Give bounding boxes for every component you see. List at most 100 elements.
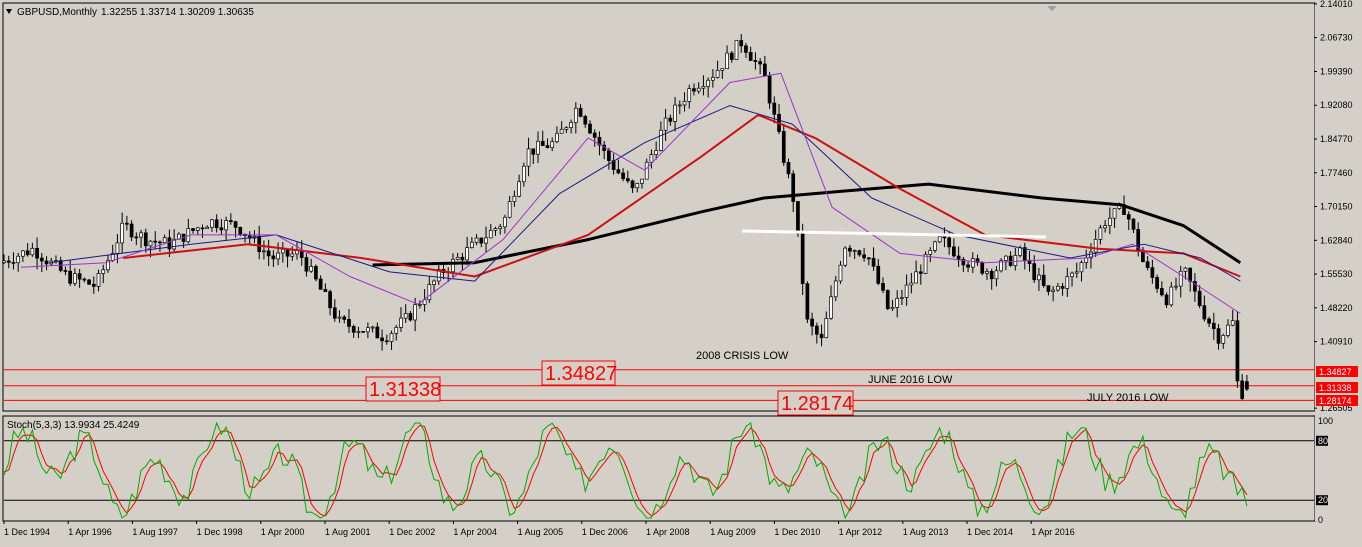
candle-body	[30, 247, 35, 256]
price-tag-1	[1316, 366, 1358, 377]
candle-body	[6, 260, 11, 263]
candle-body	[781, 131, 786, 163]
candle-body	[323, 288, 328, 292]
candle-body	[975, 258, 980, 263]
y-tick-label: 1.26505	[1320, 403, 1353, 413]
price-scale[interactable]	[1315, 3, 1359, 521]
candle-body	[512, 195, 517, 202]
candle-body	[1089, 251, 1093, 259]
candle-body	[621, 172, 625, 179]
scroll-marker-icon[interactable]	[1047, 6, 1057, 11]
candle-body	[332, 307, 337, 319]
candle-body	[337, 316, 342, 319]
candle-body	[148, 240, 153, 247]
candle-body	[720, 68, 725, 71]
stoch-y-tick: 100	[1318, 416, 1333, 426]
candle-body	[729, 52, 734, 60]
candle-body	[115, 242, 120, 254]
candle-body	[1245, 381, 1249, 390]
stoch-main-line	[3, 421, 1248, 520]
candle-body	[715, 70, 720, 78]
x-tick-label: 1 Apr 2004	[453, 527, 497, 537]
box-crisis-level	[541, 360, 616, 386]
candle-body	[1037, 274, 1041, 281]
candle-body	[1230, 320, 1235, 326]
candle-body	[408, 313, 413, 321]
x-tick-label: 1 Apr 2008	[646, 527, 690, 537]
candle-body	[271, 255, 276, 260]
candle-body	[692, 88, 696, 92]
candle-body	[687, 88, 692, 102]
main-panel	[2, 2, 1316, 412]
candle-body	[1145, 261, 1150, 268]
x-tick-label: 1 Dec 2002	[389, 527, 435, 537]
candle-body	[791, 173, 796, 202]
candle-body	[985, 271, 989, 274]
candle-body	[460, 256, 465, 261]
candle-body	[1141, 249, 1145, 263]
x-tick-label: 1 Dec 1998	[197, 527, 243, 537]
candle-body	[952, 246, 956, 257]
candle-body	[900, 297, 904, 299]
candle-body	[909, 282, 914, 286]
candle-body	[1056, 285, 1060, 291]
candle-body	[1051, 289, 1055, 292]
y-tick-label: 1.40910	[1320, 337, 1353, 347]
candle-body	[918, 271, 923, 274]
stoch-tag-bg	[1316, 435, 1328, 446]
crisis-low-label: 2008 CRISIS LOW	[696, 350, 789, 362]
candle-body	[852, 250, 857, 252]
candle-body	[588, 123, 592, 134]
x-tick-label: 1 Aug 2005	[518, 527, 564, 537]
candle-body	[895, 298, 900, 308]
candle-body	[989, 271, 994, 280]
candle-body	[914, 271, 918, 284]
candle-body	[11, 262, 16, 264]
candle-body	[947, 237, 952, 248]
box-june-level	[365, 376, 441, 402]
candle-body	[942, 236, 947, 239]
menu-arrow-icon[interactable]	[6, 9, 12, 14]
candle-body	[134, 236, 139, 239]
candle-body	[521, 165, 526, 183]
candle-body	[498, 226, 503, 229]
x-tick-label: 1 Aug 1997	[132, 527, 178, 537]
x-tick-label: 1 Apr 2016	[1031, 527, 1075, 537]
candle-body	[285, 249, 290, 257]
candle-body	[347, 319, 351, 327]
candle-body	[994, 270, 999, 280]
candle-body	[772, 102, 777, 115]
candle-body	[640, 178, 644, 184]
candle-body	[635, 182, 640, 189]
x-axis-ticks: 1 Dec 1994 1 Apr 1996 1 Aug 1997 1 Dec 1998…	[3, 521, 1075, 537]
candle-body	[1216, 328, 1221, 344]
candle-body	[2, 260, 6, 264]
candle-body	[96, 273, 101, 287]
stoch-tag-bg	[1316, 495, 1328, 506]
candle-body	[862, 254, 866, 259]
moving-averages	[20, 72, 1242, 314]
candle-body	[314, 266, 318, 280]
candle-body	[1155, 277, 1159, 289]
candle-body	[711, 77, 715, 81]
candle-body	[432, 280, 436, 285]
candle-body	[488, 229, 493, 239]
candle-body	[380, 337, 384, 342]
candle-body	[262, 250, 266, 253]
candle-body	[205, 226, 210, 230]
candle-body	[1093, 239, 1098, 253]
candle-body	[224, 220, 228, 231]
candle-body	[436, 268, 441, 282]
candle-body	[1126, 214, 1131, 220]
candle-body	[266, 250, 271, 257]
candle-body	[451, 258, 455, 273]
candle-body	[1183, 267, 1188, 272]
candle-body	[744, 45, 748, 53]
candle-body	[143, 232, 148, 247]
candle-body	[1226, 324, 1230, 336]
candle-body	[550, 141, 555, 149]
candle-body	[328, 291, 332, 309]
x-tick-label: 1 Aug 2013	[903, 527, 949, 537]
candle-body	[966, 264, 970, 268]
